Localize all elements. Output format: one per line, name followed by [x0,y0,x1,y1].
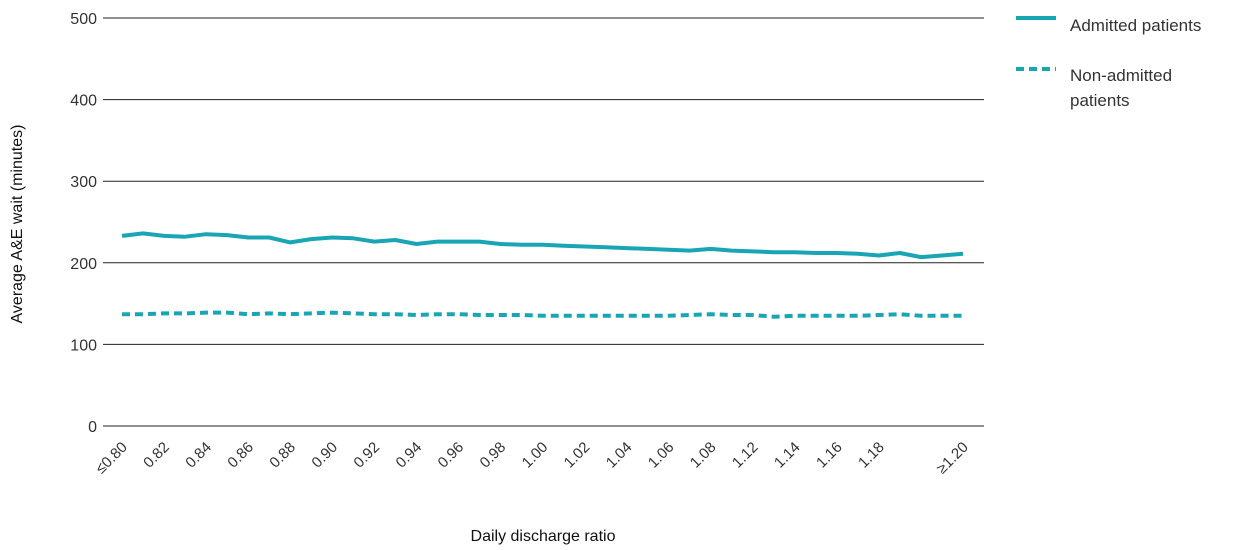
legend-label-admitted: Admitted patients [1070,16,1201,35]
x-tick-label: 1.12 [729,439,762,472]
x-tick-label: ≥1.20 [933,439,971,477]
x-tick-label: 0.88 [266,439,299,472]
y-tick-label: 100 [70,337,97,354]
x-tick-label: 1.00 [519,439,552,472]
x-axis-ticks: ≤0.80 0.82 0.84 0.86 0.88 0.90 0.92 0.94 0.96 0.9… [92,439,971,477]
legend-label-non-admitted-line2: patients [1070,91,1130,110]
x-tick-label: 1.04 [603,439,636,472]
y-axis-ticks: 0 100 200 300 400 500 [70,11,97,436]
x-axis-label: Daily discharge ratio [471,528,616,545]
x-tick-label: 1.14 [771,439,804,472]
x-tick-label: 1.18 [855,439,888,472]
y-tick-label: 500 [70,11,97,28]
series-line-non-admitted [122,310,963,319]
x-tick-label: 1.02 [561,439,594,472]
x-tick-label: 0.92 [350,439,383,472]
x-tick-label: ≤0.80 [92,439,130,477]
x-tick-label: 1.08 [687,439,720,472]
x-tick-label: 0.90 [308,439,341,472]
legend-label-non-admitted-line1: Non-admitted [1070,66,1172,85]
x-tick-label: 0.86 [224,439,257,472]
x-tick-label: 0.98 [477,439,510,472]
x-tick-label: 0.82 [140,439,173,472]
y-tick-label: 200 [70,256,97,273]
series-line-admitted [121,231,964,260]
gridlines [103,17,984,427]
x-tick-label: 0.84 [182,439,215,472]
y-tick-label: 400 [70,93,97,110]
x-tick-label: 1.06 [645,439,678,472]
x-tick-label: 0.96 [435,439,468,472]
y-axis-label: Average A&E wait (minutes) [9,125,26,324]
x-tick-label: 0.94 [393,439,426,472]
y-tick-label: 0 [88,419,97,436]
legend: Admitted patients Non-admitted patients [1016,16,1201,110]
series-lines [121,231,964,319]
x-tick-label: 1.16 [813,439,846,472]
y-tick-label: 300 [70,174,97,191]
